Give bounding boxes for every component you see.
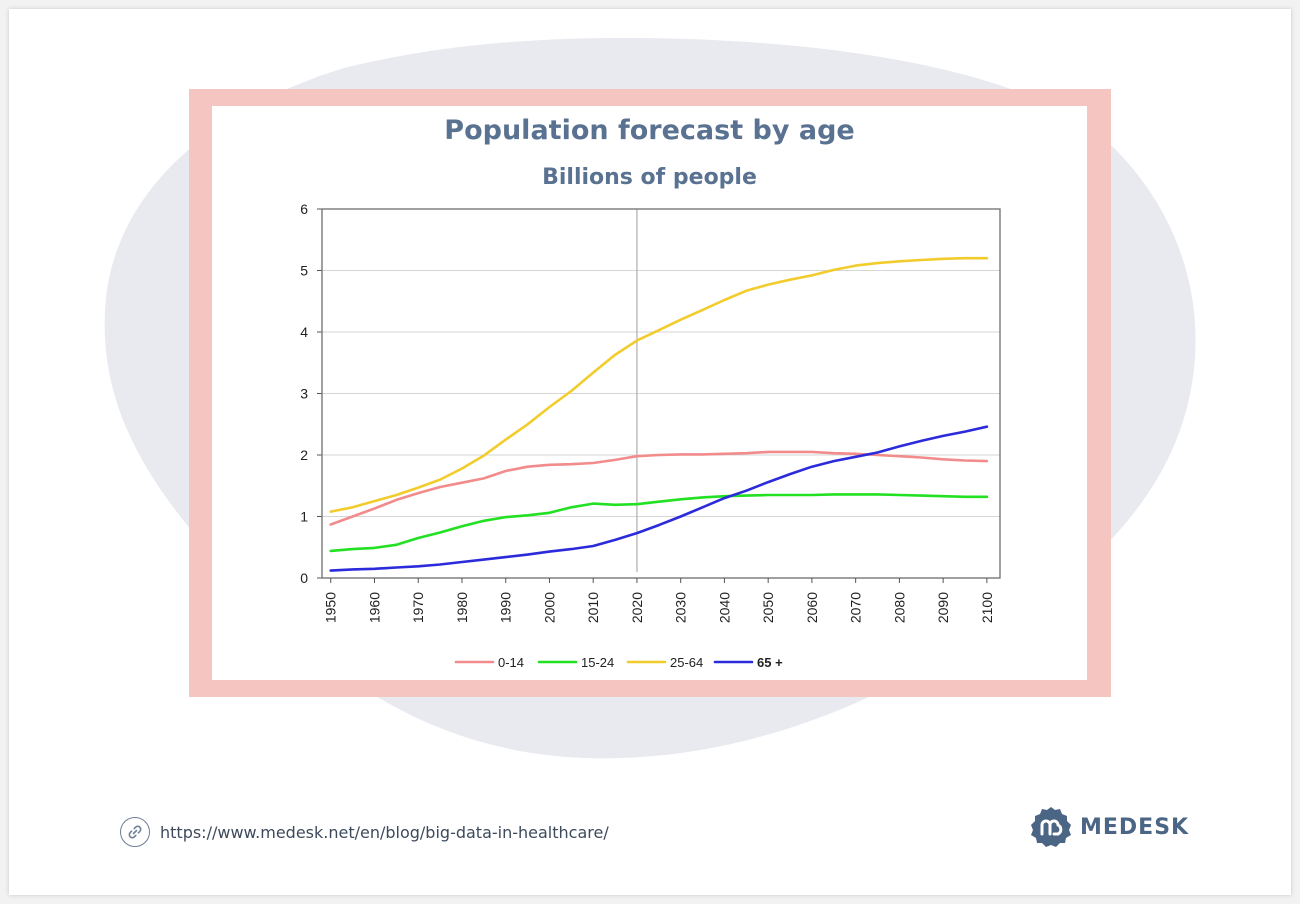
y-tick-label: 2: [300, 447, 308, 463]
legend-label: 15-24: [581, 655, 614, 670]
series-line-25-64: [329, 256, 989, 513]
x-tick-label: 1980: [454, 592, 470, 623]
x-tick-label: 2070: [848, 592, 864, 623]
brand: MEDESK: [1030, 806, 1189, 848]
plot-border: [321, 208, 1001, 579]
legend-label: 65 +: [757, 655, 783, 670]
source-url[interactable]: https://www.medesk.net/en/blog/big-data-…: [160, 822, 609, 842]
x-tick-label: 2060: [804, 592, 820, 623]
x-tick-label: 2050: [760, 592, 776, 623]
x-tick-label: 2090: [935, 592, 951, 623]
series-line-15-24: [329, 493, 989, 553]
legend-label: 25-64: [670, 655, 703, 670]
medesk-logo-icon: [1031, 807, 1071, 847]
y-tick-label: 5: [300, 263, 308, 279]
x-tick-label: 1960: [366, 592, 382, 623]
line-chart: 0 1 2 3 4 5 6 1950 1960 1970 1980 1990 2000 2010 2020 2…: [300, 201, 1001, 670]
x-tick-label: 2080: [891, 592, 907, 623]
x-tick-label: 2010: [585, 592, 601, 623]
x-tick-label: 2020: [629, 592, 645, 623]
x-tick-label: 2100: [979, 592, 995, 623]
legend-label: 0-14: [498, 655, 524, 670]
link-icon: [120, 817, 150, 847]
x-tick-label: 1950: [323, 592, 339, 623]
y-tick-label: 6: [300, 201, 308, 217]
x-tick-label: 1990: [498, 592, 514, 623]
series-line-65: [329, 425, 989, 572]
x-tick-label: 1970: [410, 592, 426, 623]
y-tick-label: 1: [300, 509, 308, 525]
link-glyph: [128, 825, 142, 839]
chart-subtitle: Billions of people: [542, 165, 757, 190]
brand-name: MEDESK: [1080, 814, 1190, 840]
x-tick-label: 2040: [716, 592, 732, 623]
x-tick-label: 2000: [541, 592, 557, 623]
y-tick-label: 0: [300, 570, 308, 586]
chart-title: Population forecast by age: [444, 115, 855, 146]
y-tick-label: 3: [300, 386, 308, 402]
source-link[interactable]: https://www.medesk.net/en/blog/big-data-…: [120, 816, 609, 848]
series-line-0-14: [329, 450, 989, 526]
y-tick-label: 4: [300, 324, 308, 340]
x-tick-label: 2030: [673, 592, 689, 623]
